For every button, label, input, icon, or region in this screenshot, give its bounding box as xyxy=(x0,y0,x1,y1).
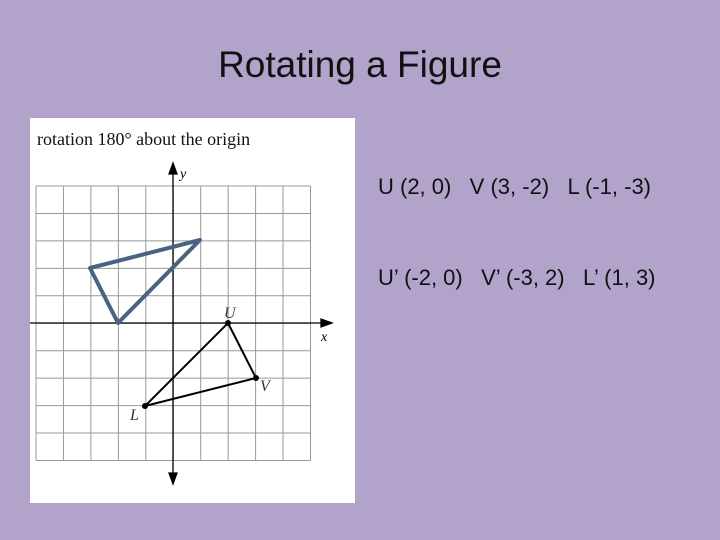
point xyxy=(253,375,259,381)
y-axis-arrow xyxy=(168,161,178,175)
original-triangle xyxy=(141,321,258,408)
point xyxy=(142,403,148,409)
slide-title: Rotating a Figure xyxy=(218,44,502,85)
point-label: U xyxy=(224,305,237,322)
original-coordinates: U (2, 0) V (3, -2) L (-1, -3) xyxy=(378,174,652,199)
figure-caption: rotation 180° about the origin xyxy=(37,129,250,149)
point xyxy=(225,320,231,326)
rotated-coordinates: U’ (-2, 0) V’ (-3, 2) L’ (1, 3) xyxy=(378,265,656,290)
figure-background xyxy=(30,118,355,503)
x-axis-arrow xyxy=(320,318,334,328)
rotated-triangle xyxy=(88,238,202,325)
y-axis-label: y xyxy=(178,167,187,182)
x-axis-label: x xyxy=(320,330,328,345)
axes xyxy=(30,161,334,486)
y-axis-arrow xyxy=(168,472,178,486)
point-label: L xyxy=(129,407,139,424)
point-label: V xyxy=(260,378,272,395)
